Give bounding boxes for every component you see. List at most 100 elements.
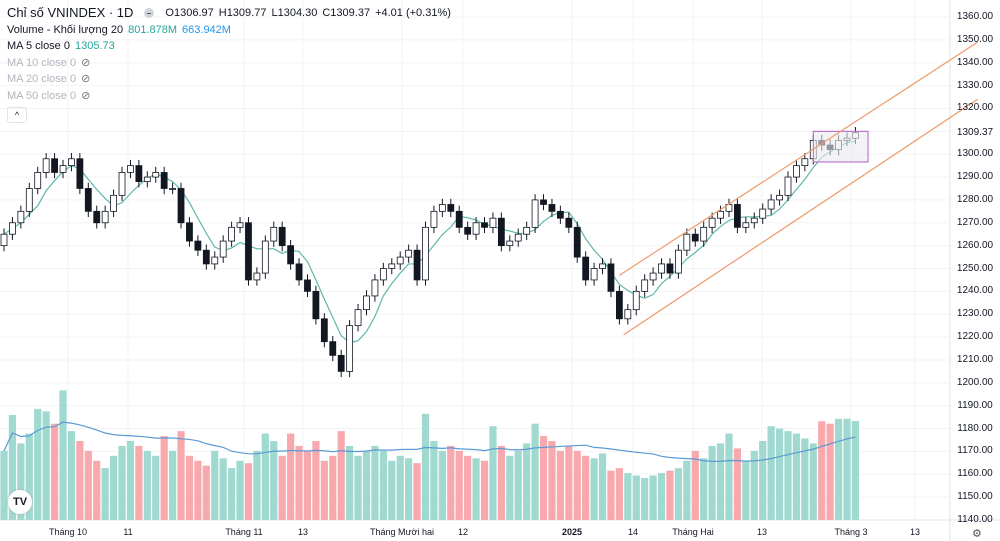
price-tick-label: 1240.00: [956, 285, 994, 297]
volume-bar: [725, 433, 733, 520]
volume-bar: [101, 468, 109, 520]
time-tick-label: 13: [909, 527, 921, 537]
volume-bar: [160, 436, 168, 520]
price-tick-label: 1360.00: [956, 11, 994, 22]
price-tick-label: 1200.00: [956, 376, 994, 388]
candle-body: [388, 263, 396, 269]
candle-body: [34, 172, 42, 189]
volume-bar: [708, 445, 716, 520]
candle-body: [194, 240, 202, 251]
volume-bar: [666, 470, 674, 520]
volume-bar: [818, 421, 826, 520]
candle-body: [379, 268, 387, 281]
volume-bar: [50, 423, 59, 520]
volume-bar: [379, 450, 387, 520]
volume-bar: [396, 455, 404, 520]
volume-bar: [25, 433, 33, 520]
price-tick-label: 1340.00: [956, 56, 994, 68]
candle-body: [548, 204, 556, 212]
tradingview-logo[interactable]: TV: [8, 490, 32, 514]
price-tick-label: 1190.00: [957, 399, 993, 411]
volume-bar: [514, 450, 522, 520]
volume-bar: [590, 458, 598, 520]
candle-body: [422, 226, 429, 281]
price-tick-label: 1160.00: [957, 468, 993, 480]
candle-body: [304, 279, 311, 292]
candle-body: [118, 172, 126, 196]
candle-body: [169, 188, 177, 190]
candle-body: [691, 233, 699, 242]
time-tick-label: 11: [123, 527, 133, 537]
symbol-title[interactable]: Chỉ số VNINDEX · 1D: [7, 5, 134, 20]
volume-bar: [464, 455, 472, 520]
time-tick-label: Tháng 3: [834, 527, 868, 537]
candle-body: [675, 249, 682, 274]
chevron-up-icon[interactable]: ^: [7, 107, 27, 123]
gear-icon[interactable]: ⚙: [972, 528, 982, 540]
candle-body: [84, 188, 92, 212]
volume-bar: [438, 450, 446, 520]
ma50-label[interactable]: MA 50 close 0: [7, 89, 77, 102]
volume-bar: [843, 418, 851, 520]
candle-body: [68, 158, 75, 167]
candle-body: [312, 290, 320, 320]
ma10-label[interactable]: MA 10 close 0: [7, 56, 77, 69]
candle-body: [110, 194, 117, 212]
candle-body: [25, 188, 33, 212]
candle-body: [127, 165, 134, 173]
volume-bar: [152, 455, 160, 520]
volume-bar: [539, 436, 548, 520]
candle-body: [615, 290, 623, 320]
volume-bar: [683, 460, 691, 520]
volume-bar: [489, 426, 497, 520]
candle-body: [599, 263, 606, 269]
volume-indicator-label[interactable]: Volume - Khối lượng 20: [7, 23, 124, 36]
channel-lower-line: [623, 98, 978, 336]
candle-body: [177, 188, 185, 224]
candle-body: [9, 222, 16, 235]
eye-off-icon[interactable]: ⊘: [81, 73, 91, 85]
candle-body: [253, 272, 261, 281]
volume-bar: [421, 413, 430, 520]
volume-ma-value: 663.942M: [182, 23, 231, 36]
eye-off-icon[interactable]: ⊘: [81, 56, 91, 69]
volume-bar: [447, 445, 455, 520]
volume-bar: [624, 473, 632, 520]
candle-body: [447, 204, 455, 212]
candle-body: [717, 210, 724, 219]
ma5-label[interactable]: MA 5 close 0: [7, 40, 70, 52]
candle-body: [641, 279, 649, 292]
ohlc-open: O1306.97: [165, 7, 214, 19]
time-tick-label: Tháng 11: [225, 527, 263, 537]
candle-body: [759, 208, 767, 219]
candle-body: [489, 217, 497, 228]
candle-body: [666, 263, 674, 274]
candle-body: [464, 226, 472, 235]
price-tick-label: 1250.00: [956, 262, 994, 274]
volume-bar: [303, 450, 312, 520]
price-tick-label: 1150.00: [957, 491, 993, 503]
price-tick-label: 1330.00: [956, 79, 994, 91]
volume-ma-line: [3, 421, 856, 462]
volume-bar: [219, 458, 227, 520]
ma20-label[interactable]: MA 20 close 0: [7, 73, 77, 85]
candle-body: [160, 172, 168, 189]
eye-off-icon[interactable]: ⊘: [81, 89, 91, 102]
time-tick-label: Tháng Mười hai: [370, 527, 434, 537]
candle-body: [228, 226, 236, 242]
volume-bar: [784, 431, 792, 520]
candle-body: [750, 217, 758, 224]
volume-bar: [497, 445, 505, 520]
candle-body: [531, 199, 539, 228]
candle-body: [93, 210, 101, 224]
candle-body: [143, 176, 151, 183]
volume-bar: [135, 445, 143, 520]
candle-body: [76, 158, 84, 189]
volume-bar: [194, 460, 202, 520]
volume-bar: [413, 463, 421, 520]
time-tick-label: Tháng 10: [48, 527, 88, 537]
candle-body: [186, 222, 193, 242]
time-tick-label: 12: [457, 527, 469, 537]
volume-bar: [649, 475, 657, 520]
